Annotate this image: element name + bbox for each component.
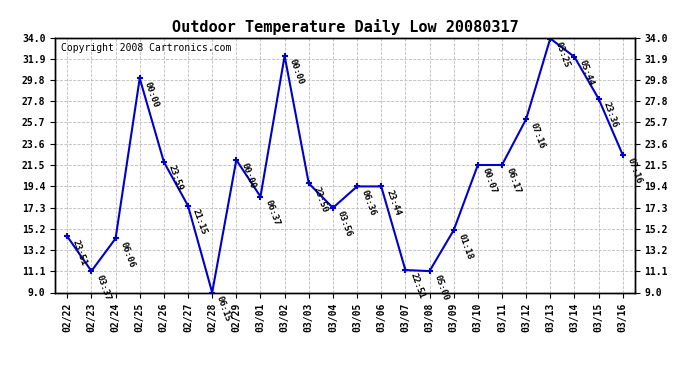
Text: 01:18: 01:18	[457, 232, 474, 261]
Text: 06:06: 06:06	[119, 240, 136, 269]
Text: 23:36: 23:36	[602, 101, 619, 129]
Text: 21:15: 21:15	[191, 208, 208, 236]
Text: 06:15: 06:15	[215, 294, 233, 323]
Text: 05:00: 05:00	[433, 273, 450, 302]
Text: 00:07: 00:07	[481, 167, 498, 195]
Text: 03:37: 03:37	[95, 273, 112, 302]
Title: Outdoor Temperature Daily Low 20080317: Outdoor Temperature Daily Low 20080317	[172, 19, 518, 35]
Text: 00:00: 00:00	[143, 80, 160, 109]
Text: 07:16: 07:16	[529, 121, 546, 150]
Text: 03:25: 03:25	[553, 40, 571, 69]
Text: 05:44: 05:44	[578, 59, 595, 87]
Text: 00:00: 00:00	[288, 58, 305, 86]
Text: 23:44: 23:44	[384, 189, 402, 217]
Text: Copyright 2008 Cartronics.com: Copyright 2008 Cartronics.com	[61, 43, 231, 52]
Text: 23:50: 23:50	[312, 185, 329, 214]
Text: 00:00: 00:00	[239, 162, 257, 190]
Text: 03:56: 03:56	[336, 210, 353, 238]
Text: 06:37: 06:37	[264, 199, 281, 227]
Text: 06:36: 06:36	[360, 189, 377, 217]
Text: 22:51: 22:51	[408, 272, 426, 300]
Text: 07:16: 07:16	[626, 157, 643, 185]
Text: 23:59: 23:59	[167, 164, 184, 192]
Text: 23:51: 23:51	[70, 238, 88, 267]
Text: 06:17: 06:17	[505, 167, 522, 195]
